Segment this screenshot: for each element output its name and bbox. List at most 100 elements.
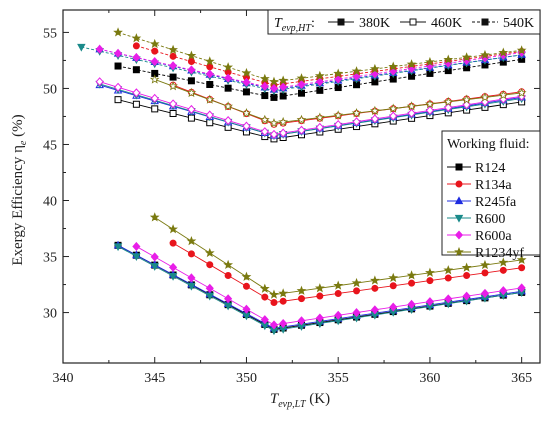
data-point [168, 81, 178, 91]
data-point [517, 283, 526, 293]
data-point [443, 265, 454, 275]
data-point [168, 224, 178, 234]
series-r1234yf-460k [149, 74, 527, 128]
data-point [204, 247, 215, 258]
data-point [224, 271, 232, 279]
data-point [132, 52, 141, 63]
data-point [334, 119, 343, 130]
data-point [406, 270, 417, 280]
data-point [388, 61, 399, 71]
data-point [187, 58, 195, 66]
data-point [461, 52, 472, 62]
temperature-legend-entry: 540K [472, 16, 534, 31]
data-point [113, 27, 123, 37]
data-point [315, 313, 324, 323]
data-point [296, 73, 307, 83]
data-point [205, 292, 215, 301]
temperature-legend-label: 460K [431, 16, 462, 31]
data-point [270, 298, 278, 306]
data-point [95, 77, 104, 87]
data-point [204, 56, 215, 66]
data-point [314, 283, 325, 293]
data-point [168, 44, 178, 54]
data-point [132, 100, 140, 108]
data-point [278, 75, 289, 85]
series-r600-380k [113, 243, 526, 336]
data-point [407, 299, 416, 309]
x-tick-label: 345 [144, 371, 165, 386]
data-point [260, 81, 269, 91]
fluid-legend-marker [455, 180, 463, 188]
series-line [154, 216, 522, 296]
data-point [370, 114, 379, 124]
data-point [518, 264, 526, 272]
temperature-legend-label: 380K [359, 16, 390, 31]
fluid-legend-marker [454, 196, 464, 205]
data-point [333, 280, 344, 290]
data-point [353, 287, 361, 295]
data-point [425, 99, 435, 109]
data-point [261, 293, 269, 301]
data-point [206, 80, 214, 88]
x-tick-label: 350 [236, 371, 257, 386]
data-point [370, 63, 380, 74]
data-point [480, 259, 490, 270]
data-point [278, 116, 289, 127]
data-point [131, 33, 142, 43]
data-point [242, 282, 250, 290]
fluid-legend-entry: R245fa [447, 195, 517, 210]
data-point [498, 90, 509, 100]
data-point [113, 243, 123, 252]
data-point [296, 114, 307, 124]
x-tick-label: 340 [53, 371, 74, 386]
data-point [223, 101, 233, 111]
data-point [113, 82, 123, 92]
data-point [260, 127, 269, 137]
fluid-legend-label: R124 [475, 161, 505, 176]
data-point [132, 66, 140, 74]
data-point [169, 262, 178, 272]
fluid-legend-label: R600 [475, 212, 505, 227]
data-point [132, 88, 141, 98]
data-point [150, 93, 159, 103]
data-point [269, 289, 279, 299]
fluid-legend-marker [455, 163, 463, 171]
temperature-legend-title-sub: evp,HT [282, 23, 313, 34]
series-line [154, 79, 522, 124]
data-point [425, 297, 434, 307]
data-point [444, 294, 453, 304]
temperature-legend-entries: 380K 460K 540K [328, 16, 534, 31]
data-point [261, 92, 269, 100]
fluid-legend-entry: R600 [447, 212, 505, 227]
data-point [352, 308, 361, 318]
data-point [297, 125, 306, 135]
data-point [371, 284, 379, 292]
data-point [352, 117, 361, 127]
data-point [388, 272, 399, 283]
data-point [149, 74, 160, 84]
fluid-legend-entry: R600a [447, 229, 512, 244]
fluid-legend-title: Working fluid: [447, 137, 529, 152]
data-point [224, 84, 232, 92]
data-point [516, 87, 527, 98]
data-point [351, 107, 362, 118]
data-point [443, 54, 454, 64]
data-point [186, 235, 197, 246]
data-point [242, 77, 251, 87]
x-axis-title-main: T [270, 391, 280, 407]
data-point [461, 262, 472, 272]
x-axis-title: Tevp,LT (K) [270, 391, 330, 410]
data-point [187, 77, 195, 85]
x-axis-title-unit: (K) [306, 391, 331, 407]
data-point [334, 310, 343, 320]
data-point [279, 128, 288, 138]
temperature-legend-entry: 380K [328, 16, 390, 31]
data-point [205, 110, 214, 120]
fluid-legend-entries: R124 R134a R245fa R600 R600a R1234yf [447, 161, 524, 261]
data-point [151, 47, 159, 55]
data-point [242, 88, 250, 96]
data-point [205, 69, 214, 79]
axis-ticks: 340 345 350 355 360 365 30 35 40 45 50 55 [43, 10, 540, 386]
series-line [136, 45, 522, 86]
data-point [316, 292, 324, 300]
